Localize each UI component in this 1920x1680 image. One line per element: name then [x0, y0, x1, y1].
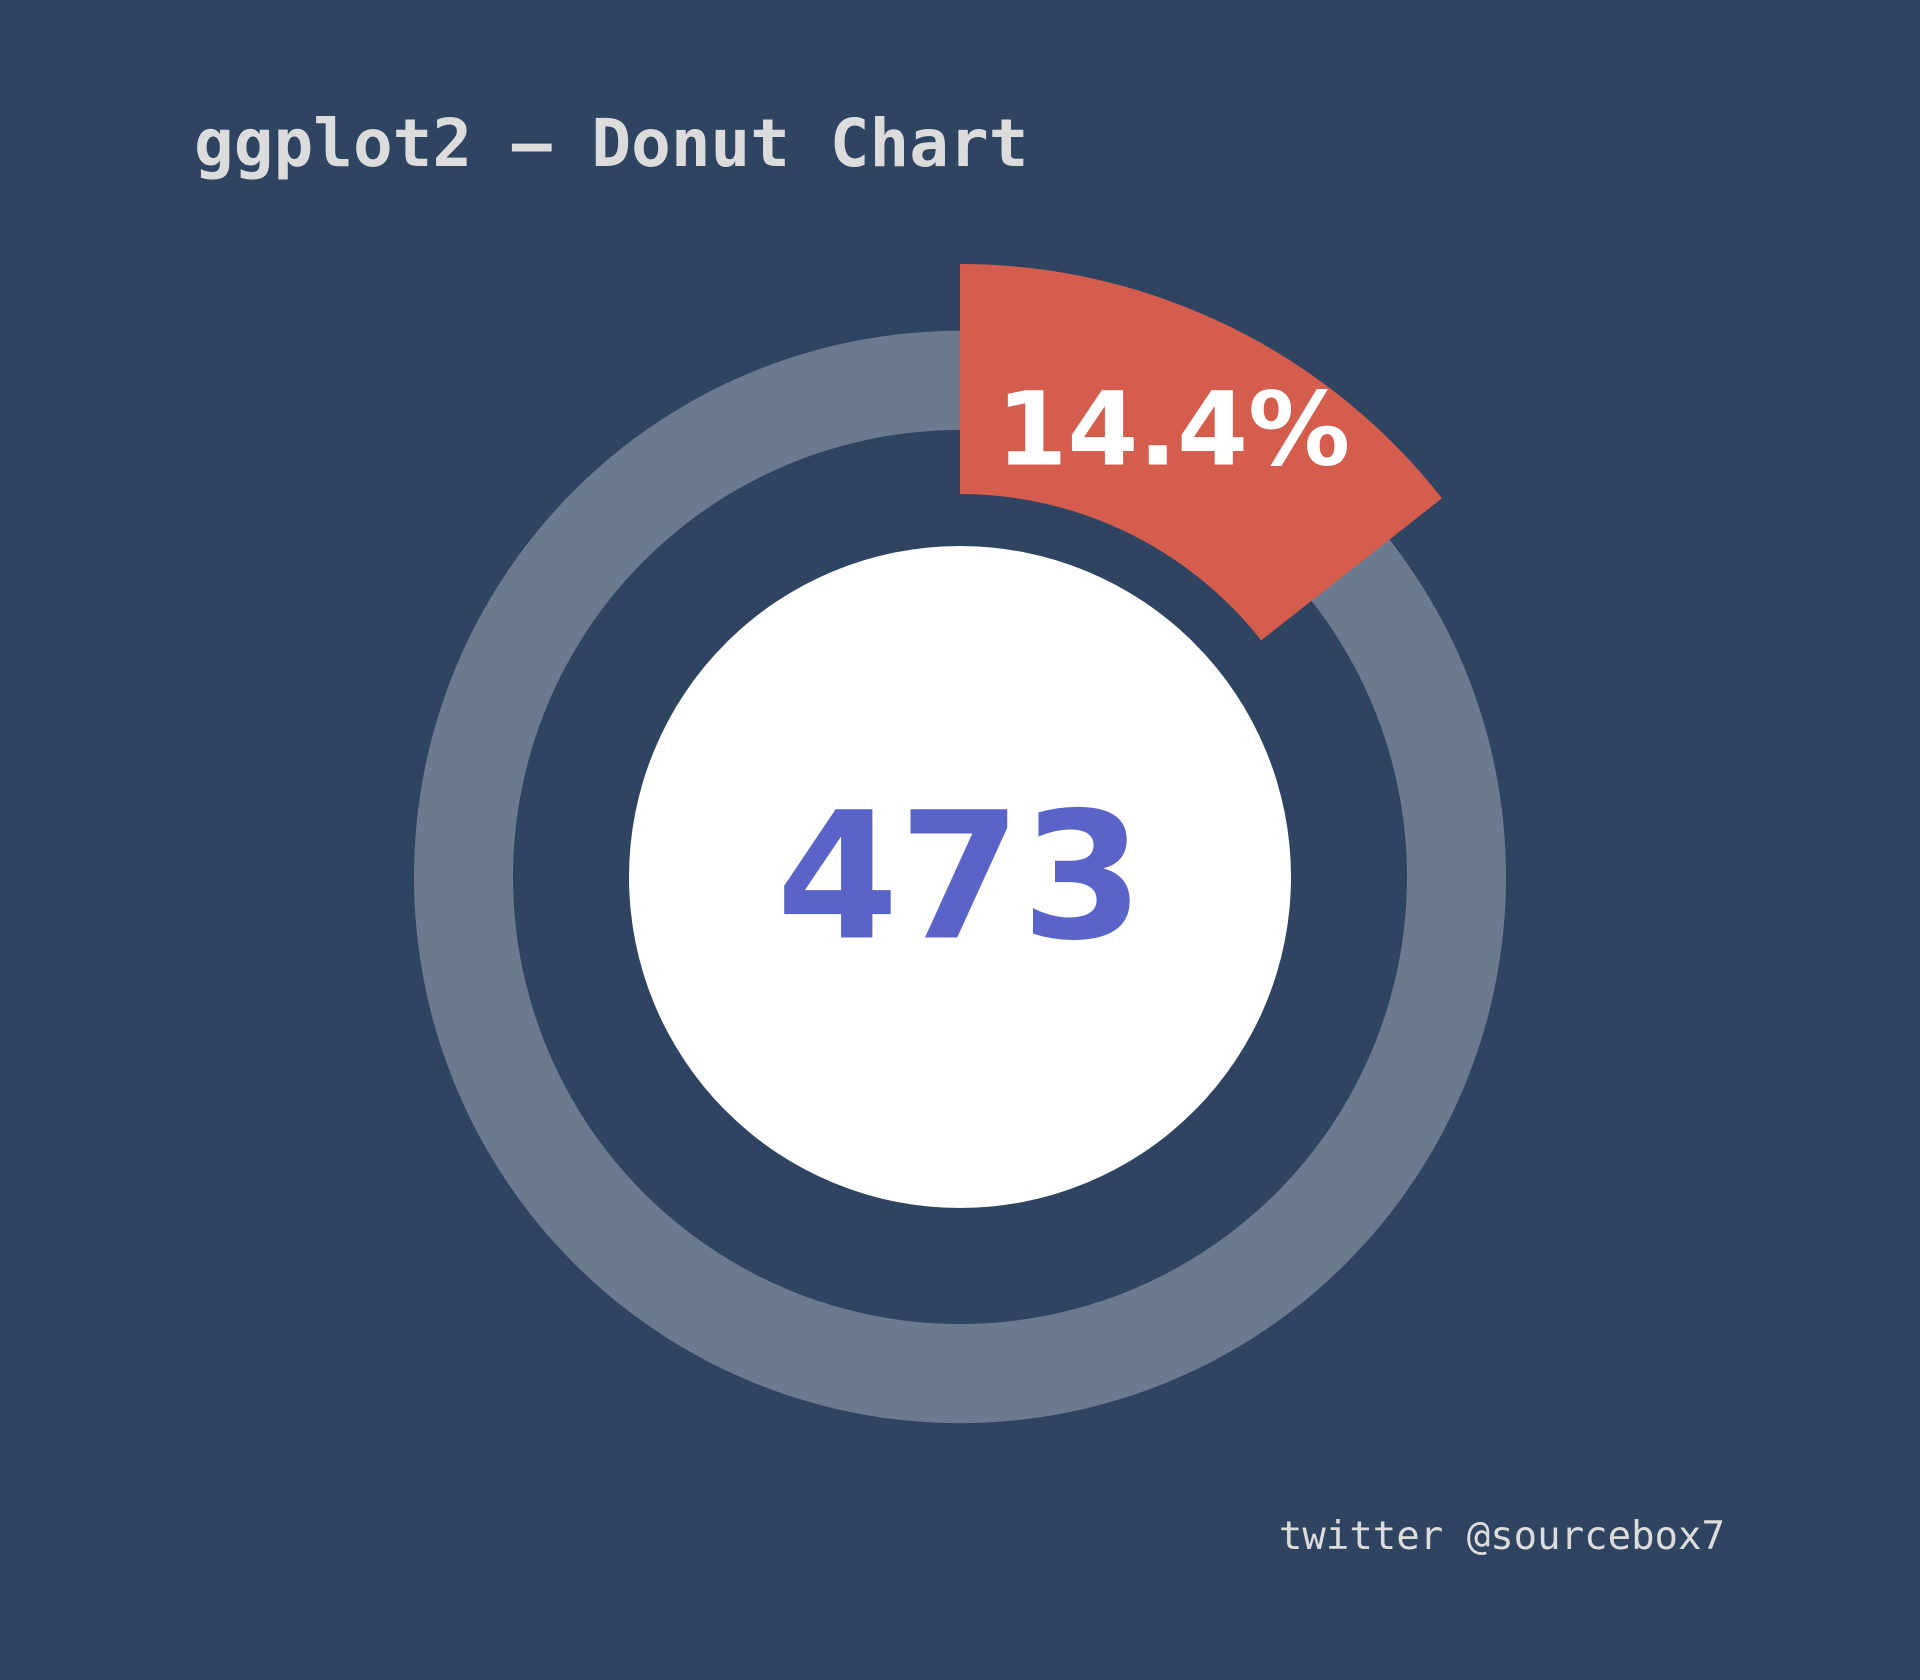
chart-title: ggplot2 – Donut Chart [194, 105, 1029, 182]
twitter-caption: twitter @sourcebox7 [1278, 1514, 1725, 1559]
donut-center-disc [629, 546, 1291, 1208]
donut-highlight-slice [960, 264, 1442, 641]
highlight-percent-label: 14.4% [996, 371, 1350, 490]
center-total-label: 473 [776, 775, 1143, 980]
